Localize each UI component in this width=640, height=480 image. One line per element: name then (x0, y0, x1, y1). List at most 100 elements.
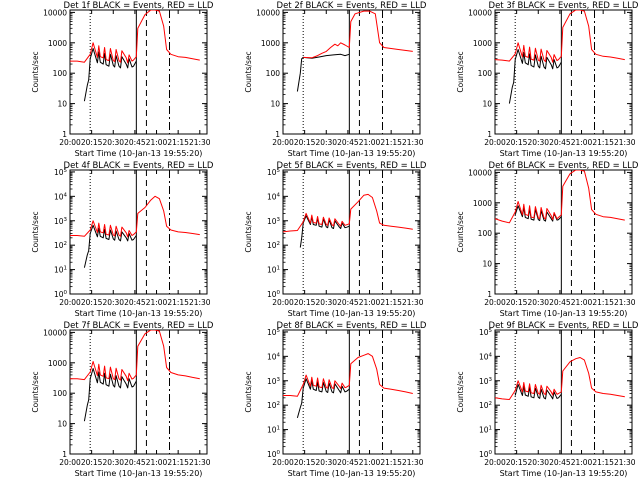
x-tick-label: 20:30 (102, 298, 124, 307)
series-events-line (296, 378, 350, 419)
x-tick-label: 20:45 (549, 298, 571, 307)
x-tick-label: 20:00 (59, 138, 81, 147)
x-tick-label: 21:30 (189, 138, 211, 147)
detector-panel-2: Det 2f BLACK = Events, RED = LLD Counts/s… (244, 1, 427, 158)
y-tick-label: 102 (54, 241, 67, 250)
y-tick-label: 1 (487, 130, 492, 139)
series-lld-line (283, 353, 413, 397)
y-tick-label: 100 (478, 69, 493, 78)
x-tick-label: 21:15 (167, 138, 189, 147)
y-tick-label: 102 (267, 241, 280, 250)
plot-frame (494, 9, 633, 135)
x-tick-label: 21:30 (402, 298, 424, 307)
x-tick-label: 21:30 (614, 138, 636, 147)
x-tick-label: 20:45 (549, 458, 571, 467)
y-tick-label: 100 (266, 69, 281, 78)
panel-title: Det 5f BLACK = Events, RED = LLD (277, 161, 427, 171)
x-tick-label: 20:45 (337, 458, 359, 467)
panel-title: Det 7f BLACK = Events, RED = LLD (64, 321, 214, 331)
series-lld-line (70, 195, 200, 238)
y-tick-label: 105 (267, 168, 281, 177)
y-tick-label: 10000 (43, 8, 67, 17)
detector-panel-5: Det 5f BLACK = Events, RED = LLD Counts/s… (244, 161, 427, 318)
x-axis-label: Start Time (10-Jan-13 19:55:20) (288, 469, 416, 478)
y-axis-label: Counts/sec (456, 211, 465, 252)
x-tick-label: 21:30 (402, 138, 424, 147)
detector-panel-3: Det 3f BLACK = Events, RED = LLD Counts/s… (456, 1, 639, 158)
y-tick-label: 101 (479, 426, 492, 435)
x-tick-label: 21:00 (146, 298, 168, 307)
x-tick-label: 20:00 (272, 298, 294, 307)
detector-panel-7: Det 7f BLACK = Events, RED = LLD Counts/s… (31, 321, 214, 478)
x-tick-label: 21:30 (189, 298, 211, 307)
y-axis-label: Counts/sec (31, 211, 40, 252)
y-tick-label: 10 (270, 100, 280, 109)
x-tick-label: 20:00 (59, 298, 81, 307)
y-tick-label: 1000 (473, 39, 492, 48)
x-axis-label: Start Time (10-Jan-13 19:55:20) (500, 469, 628, 478)
plot-frame (282, 9, 421, 135)
x-tick-label: 20:15 (81, 458, 103, 467)
x-tick-label: 20:00 (484, 458, 506, 467)
y-axis-label: Counts/sec (31, 371, 40, 412)
panel-title: Det 6f BLACK = Events, RED = LLD (489, 161, 639, 171)
y-tick-label: 10 (57, 100, 67, 109)
series-events-line (299, 215, 350, 248)
panel-title: Det 2f BLACK = Events, RED = LLD (277, 1, 427, 11)
y-tick-label: 10 (482, 100, 492, 109)
panel-title: Det 4f BLACK = Events, RED = LLD (64, 161, 214, 171)
plot-frame (69, 169, 208, 295)
x-tick-label: 20:30 (527, 138, 549, 147)
x-tick-label: 20:30 (102, 458, 124, 467)
panel-title: Det 8f BLACK = Events, RED = LLD (277, 321, 427, 331)
x-tick-label: 21:15 (592, 298, 614, 307)
y-tick-label: 10000 (468, 8, 492, 17)
x-axis-label: Start Time (10-Jan-13 19:55:20) (288, 149, 416, 158)
y-axis-label: Counts/sec (244, 371, 253, 412)
y-tick-label: 102 (479, 401, 492, 410)
x-axis-label: Start Time (10-Jan-13 19:55:20) (288, 309, 416, 318)
x-tick-label: 20:15 (506, 298, 528, 307)
y-axis-label: Counts/sec (456, 51, 465, 92)
plot-frame (494, 169, 633, 295)
y-tick-label: 100 (478, 229, 493, 238)
y-tick-label: 105 (54, 168, 68, 177)
y-tick-label: 100 (479, 450, 493, 459)
x-tick-label: 20:30 (527, 298, 549, 307)
series-lld-line (70, 330, 200, 382)
x-tick-label: 20:30 (315, 458, 337, 467)
x-axis-label: Start Time (10-Jan-13 19:55:20) (75, 309, 203, 318)
y-tick-label: 105 (479, 328, 493, 337)
plot-frame (494, 329, 633, 455)
x-tick-label: 20:15 (506, 138, 528, 147)
y-tick-label: 1000 (473, 199, 492, 208)
x-tick-label: 21:15 (380, 138, 402, 147)
y-tick-label: 100 (267, 450, 281, 459)
y-tick-label: 101 (267, 266, 280, 275)
x-tick-label: 20:30 (102, 138, 124, 147)
x-tick-label: 20:00 (484, 298, 506, 307)
x-tick-label: 20:45 (124, 298, 146, 307)
x-tick-label: 21:30 (189, 458, 211, 467)
x-tick-label: 20:15 (506, 458, 528, 467)
series-lld-line (303, 10, 413, 59)
y-tick-label: 101 (54, 266, 67, 275)
x-tick-label: 21:00 (571, 138, 593, 147)
y-tick-label: 100 (53, 389, 68, 398)
x-axis-label: Start Time (10-Jan-13 19:55:20) (75, 149, 203, 158)
detector-panel-9: Det 9f BLACK = Events, RED = LLD Counts/s… (456, 321, 639, 478)
panel-title: Det 9f BLACK = Events, RED = LLD (489, 321, 639, 331)
x-tick-label: 20:00 (272, 458, 294, 467)
y-tick-label: 104 (267, 352, 281, 361)
y-tick-label: 10000 (468, 168, 492, 177)
x-tick-label: 21:00 (146, 458, 168, 467)
y-axis-label: Counts/sec (244, 51, 253, 92)
y-tick-label: 1 (62, 450, 67, 459)
x-tick-label: 20:30 (315, 298, 337, 307)
y-tick-label: 100 (54, 290, 68, 299)
x-tick-label: 21:00 (571, 298, 593, 307)
x-tick-label: 21:15 (592, 458, 614, 467)
y-tick-label: 1000 (48, 39, 67, 48)
detector-panel-1: Det 1f BLACK = Events, RED = LLD Counts/s… (31, 1, 214, 158)
